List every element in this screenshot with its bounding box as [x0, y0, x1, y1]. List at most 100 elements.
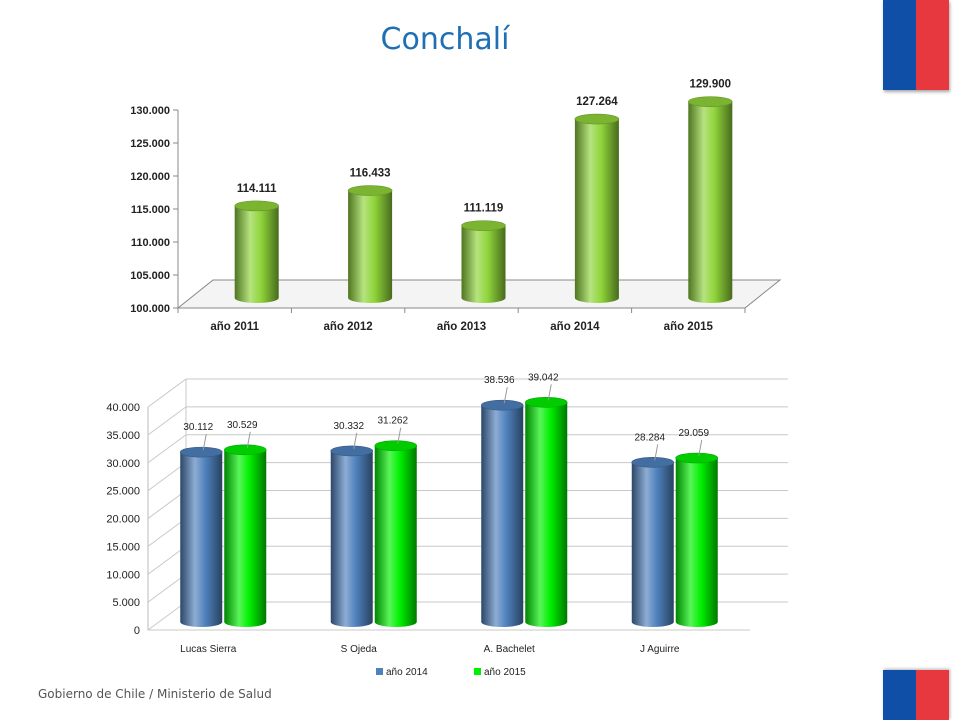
- y-tick-label: 15.000: [106, 541, 140, 553]
- data-label: 111.119: [464, 203, 504, 215]
- data-label: 30.332: [333, 421, 364, 432]
- bar-2014-body: [330, 450, 373, 627]
- y-tick-label: 35.000: [106, 430, 140, 442]
- bar-2014-top: [330, 445, 374, 457]
- legend-label: año 2014: [386, 667, 428, 678]
- bar-top: [234, 200, 280, 212]
- y-tick-label: 100.000: [130, 303, 170, 315]
- bar-2015: [524, 397, 568, 627]
- gridline-side: [147, 545, 187, 575]
- bar-2014-body: [631, 462, 674, 627]
- gridline-side: [147, 573, 187, 603]
- bar: [574, 113, 620, 303]
- bar-2014-top: [631, 457, 675, 468]
- bar-body: [574, 119, 619, 303]
- bar-2015-body: [675, 457, 718, 627]
- bar-body: [688, 101, 733, 303]
- bar-2015-body: [224, 449, 267, 627]
- y-tick-label: 0: [134, 625, 140, 637]
- x-tick-label: año 2011: [210, 321, 259, 333]
- data-label-leader: [246, 431, 251, 448]
- bar-top: [574, 113, 620, 125]
- bar-2014-body: [180, 452, 223, 627]
- x-tick-label: J Aguirre: [640, 644, 680, 655]
- bar-2015-top: [675, 452, 719, 464]
- gridline-side: [147, 601, 187, 631]
- y-tick-label: 30.000: [106, 458, 140, 470]
- footer-text: Gobierno de Chile / Ministerio de Salud: [38, 687, 272, 701]
- x-tick-label: año 2013: [437, 321, 486, 333]
- y-tick-label: 5.000: [112, 597, 140, 609]
- x-tick-label: Lucas Sierra: [180, 644, 237, 655]
- bar-2015-body: [525, 402, 568, 627]
- bar-2015-top: [524, 397, 568, 408]
- bar-2015-top: [223, 444, 267, 456]
- bar-2014: [179, 446, 223, 627]
- y-tick-label: 105.000: [130, 270, 170, 282]
- bar-2015: [223, 444, 267, 627]
- flag-red-stripe: [916, 0, 949, 90]
- gridline-side: [147, 378, 187, 408]
- data-label: 129.900: [690, 79, 732, 91]
- bar-2015-body: [374, 445, 417, 627]
- page-title: Conchalí: [380, 22, 510, 57]
- y-tick-label: 110.000: [131, 237, 170, 249]
- data-label: 38.536: [484, 375, 515, 386]
- data-label-leader: [698, 439, 703, 457]
- y-tick-label: 25.000: [106, 486, 140, 498]
- data-label-leader: [547, 384, 552, 401]
- bar-body: [234, 205, 279, 303]
- bar-top: [461, 220, 506, 231]
- bar-2014-body: [481, 405, 524, 627]
- data-label-leader: [654, 444, 659, 461]
- gridline-side: [147, 434, 187, 464]
- chile-flag-top: [883, 0, 949, 90]
- flag-blue-stripe: [883, 0, 916, 90]
- bar-top: [687, 96, 733, 107]
- data-label-leader: [397, 427, 402, 444]
- bar: [461, 220, 506, 303]
- data-label: 28.284: [634, 432, 665, 443]
- bar: [687, 96, 733, 303]
- gridline-side: [147, 490, 187, 519]
- bar-2015: [374, 440, 418, 627]
- gridline-side: [147, 517, 187, 547]
- bar-2014: [480, 399, 524, 627]
- legend-label: año 2015: [484, 667, 526, 678]
- data-label: 29.059: [678, 428, 709, 439]
- y-tick-label: 120.000: [130, 171, 170, 183]
- x-tick-label: S Ojeda: [341, 644, 378, 655]
- x-tick-label: año 2014: [550, 321, 600, 333]
- data-label: 116.433: [350, 168, 391, 180]
- data-label: 127.264: [576, 96, 618, 108]
- flag-red-stripe: [916, 670, 949, 720]
- gridline-side: [147, 406, 187, 436]
- bar: [234, 200, 280, 303]
- legend-swatch: [376, 668, 383, 675]
- bar-2014: [330, 445, 374, 627]
- bar-body: [348, 190, 393, 303]
- data-label: 39.042: [528, 372, 559, 383]
- y-tick-label: 125.000: [130, 138, 170, 150]
- legend-swatch: [474, 668, 481, 675]
- y-tick-label: 115.000: [131, 204, 170, 216]
- x-tick-label: año 2015: [664, 321, 714, 333]
- flag-blue-stripe: [883, 670, 916, 720]
- data-label-leader: [202, 434, 207, 451]
- data-label: 31.262: [377, 416, 408, 427]
- y-tick-label: 130.000: [130, 105, 170, 117]
- y-tick-label: 20.000: [106, 514, 140, 526]
- bar-body: [461, 225, 506, 303]
- bar-2014-top: [480, 399, 524, 411]
- data-label-leader: [353, 432, 358, 449]
- data-label: 30.112: [183, 422, 213, 433]
- gridline-side: [147, 462, 187, 492]
- data-label-leader: [503, 387, 508, 404]
- y-tick-label: 40.000: [106, 402, 140, 414]
- data-label: 114.111: [237, 183, 277, 195]
- bar-2014-top: [179, 446, 223, 458]
- chile-flag-bottom: [883, 670, 949, 720]
- bar: [347, 185, 393, 303]
- bar-top: [347, 185, 393, 196]
